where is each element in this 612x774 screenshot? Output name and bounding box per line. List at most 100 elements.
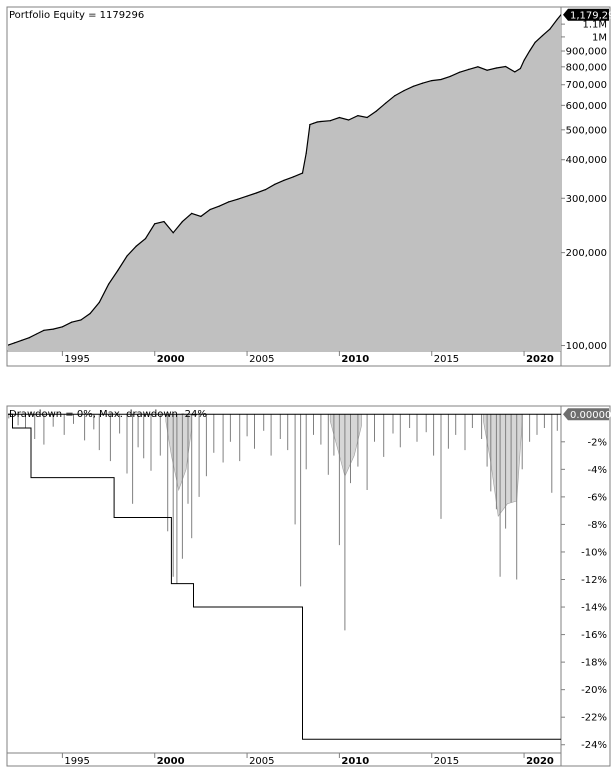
equity-point bbox=[421, 82, 424, 84]
x-tick-label: 2000 bbox=[157, 756, 185, 767]
equity-point bbox=[440, 78, 442, 81]
equity-point bbox=[449, 75, 451, 77]
equity-point bbox=[529, 50, 531, 52]
equity-point bbox=[163, 221, 165, 223]
plot-area bbox=[8, 413, 561, 740]
equity-point bbox=[348, 119, 350, 121]
equity-point bbox=[80, 319, 82, 321]
equity-point bbox=[108, 283, 110, 285]
equity-point bbox=[274, 183, 276, 185]
x-tick-label: 2015 bbox=[434, 756, 459, 767]
y-tick-label: -10% bbox=[581, 547, 607, 558]
y-tick-label: -22% bbox=[581, 713, 607, 724]
equity-point bbox=[237, 198, 239, 200]
y-tick-label: 400,000 bbox=[566, 155, 607, 166]
drawdown-shaded-region bbox=[329, 413, 362, 478]
y-tick-label: 200,000 bbox=[566, 248, 607, 259]
equity-point bbox=[283, 179, 285, 181]
equity-point bbox=[246, 195, 248, 197]
y-tick-label: 600,000 bbox=[566, 101, 607, 112]
y-tick-label: 100,000 bbox=[566, 341, 607, 352]
panel-title: Drawdown = 0%, Max. drawdown -24% bbox=[9, 409, 207, 420]
equity-point bbox=[560, 14, 561, 16]
equity-point bbox=[458, 71, 460, 73]
equity-point bbox=[126, 255, 128, 257]
equity-point bbox=[43, 329, 45, 331]
y-tick-label: -14% bbox=[581, 603, 607, 614]
max-drawdown-line bbox=[8, 413, 561, 740]
equity-point bbox=[505, 65, 507, 68]
equity-point bbox=[255, 192, 257, 194]
equity-point bbox=[541, 35, 544, 37]
equity-point bbox=[154, 223, 156, 225]
equity-point bbox=[98, 301, 100, 303]
equity-point bbox=[301, 172, 304, 174]
equity-point bbox=[117, 269, 119, 272]
drawdown-panel: Drawdown = 0%, Max. drawdown -24% -2% -4% -… bbox=[6, 405, 611, 767]
equity-point bbox=[135, 245, 137, 247]
x-tick-label: 2000 bbox=[157, 354, 185, 365]
equity-line bbox=[8, 14, 561, 346]
equity-point bbox=[338, 116, 340, 119]
y-tick-label: 300,000 bbox=[566, 194, 607, 205]
y-tick-label: -20% bbox=[581, 685, 607, 696]
equity-point bbox=[375, 110, 377, 112]
equity-point bbox=[172, 232, 174, 234]
y-tick-label: -4% bbox=[588, 465, 607, 476]
y-tick-label: 800,000 bbox=[566, 62, 607, 73]
y-tick-label: -2% bbox=[588, 437, 607, 448]
equity-point bbox=[264, 189, 267, 191]
x-tick-label: 2005 bbox=[249, 354, 274, 365]
x-tick-label: 1995 bbox=[64, 354, 89, 365]
equity-point bbox=[144, 238, 147, 240]
equity-point bbox=[357, 115, 359, 117]
panel-title: Portfolio Equity = 1179296 bbox=[9, 10, 144, 21]
equity-area bbox=[8, 14, 561, 351]
equity-point bbox=[312, 122, 315, 124]
equity-point bbox=[366, 116, 368, 119]
equity-point bbox=[209, 208, 211, 211]
equity-point bbox=[89, 312, 91, 315]
y-tick-label: -24% bbox=[581, 740, 607, 751]
equity-point bbox=[320, 120, 322, 123]
equity-point bbox=[292, 176, 294, 178]
equity-point bbox=[495, 67, 497, 69]
equity-point bbox=[218, 205, 220, 207]
equity-point bbox=[556, 18, 558, 20]
equity-point bbox=[403, 90, 405, 92]
y-tick-label: -18% bbox=[581, 658, 607, 669]
x-tick-label: 2020 bbox=[526, 756, 554, 767]
last-value-label: 0.00000 bbox=[570, 410, 611, 421]
x-tick-label: 1995 bbox=[64, 756, 89, 767]
equity-point bbox=[519, 67, 522, 70]
equity-point bbox=[468, 68, 470, 70]
x-tick-label: 2020 bbox=[526, 354, 554, 365]
plot-area bbox=[8, 14, 561, 351]
equity-point bbox=[394, 95, 396, 97]
equity-point bbox=[71, 321, 73, 323]
y-tick-label: 900,000 bbox=[566, 47, 607, 58]
x-tick-label: 2015 bbox=[434, 354, 459, 365]
equity-point bbox=[431, 80, 433, 82]
equity-point bbox=[52, 328, 54, 330]
y-tick-label: 1M bbox=[592, 32, 607, 43]
equity-point bbox=[13, 342, 15, 344]
y-tick-label: 500,000 bbox=[566, 125, 607, 136]
y-tick-label: -16% bbox=[581, 630, 607, 641]
x-tick-label: 2005 bbox=[249, 756, 274, 767]
equity-point bbox=[35, 333, 38, 335]
y-tick-label: 700,000 bbox=[566, 80, 607, 91]
x-tick-label: 2010 bbox=[341, 756, 369, 767]
panel-frame bbox=[6, 405, 611, 767]
equity-point bbox=[329, 120, 331, 122]
equity-point bbox=[191, 212, 193, 214]
equity-point bbox=[228, 201, 230, 203]
equity-point bbox=[486, 69, 488, 71]
equity-point bbox=[305, 152, 307, 154]
equity-point bbox=[523, 59, 525, 61]
equity-point bbox=[477, 66, 479, 68]
equity-point bbox=[181, 221, 183, 223]
y-tick-label: -8% bbox=[588, 520, 607, 531]
